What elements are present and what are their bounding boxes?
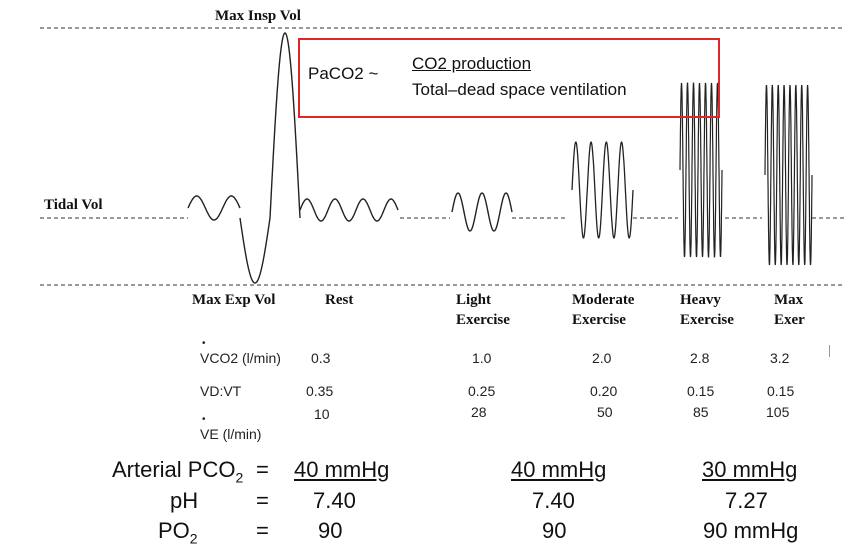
max-exp-vol-label: Max Exp Vol — [192, 292, 276, 308]
ve-heavy: 85 — [693, 404, 709, 420]
rest-wave-right — [299, 198, 399, 222]
col-heavy-2: Exercise — [680, 312, 734, 328]
po2-moderate: 90 — [542, 518, 567, 543]
pco2-eq: = — [256, 457, 269, 482]
col-rest-1: Rest — [325, 292, 354, 308]
pco2-label-main: Arterial PCO — [112, 457, 236, 482]
pco2-max: 30 mmHg — [702, 457, 798, 482]
pco2-rest: 40 mmHg — [294, 457, 390, 482]
ph-moderate: 7.40 — [532, 488, 575, 513]
heavy-exercise-wave — [679, 82, 723, 258]
light-exercise-wave — [451, 192, 513, 232]
po2-label-main: PO — [158, 518, 190, 543]
vco2-moderate: 2.0 — [592, 350, 612, 366]
vdvt-moderate: 0.20 — [590, 383, 618, 399]
ve-light: 28 — [471, 404, 487, 420]
pco2-label: Arterial PCO2 — [112, 457, 243, 485]
po2-max: 90 mmHg — [703, 518, 799, 543]
vco2-max: 3.2 — [770, 350, 790, 366]
vdvt-heavy: 0.15 — [687, 383, 715, 399]
moderate-exercise-wave — [571, 141, 634, 239]
po2-rest: 90 — [318, 518, 343, 543]
vco2-rest: 0.3 — [311, 350, 331, 366]
po2-eq: = — [256, 518, 269, 543]
vital-capacity-wave — [239, 32, 301, 284]
vdvt-rest: 0.35 — [306, 383, 334, 399]
col-light-1: Light — [456, 292, 492, 308]
vdvt-max: 0.15 — [767, 383, 795, 399]
max-insp-vol-label: Max Insp Vol — [215, 8, 301, 24]
vco2-heavy: 2.8 — [690, 350, 710, 366]
ve-max: 105 — [766, 404, 790, 420]
formula-lhs: PaCO2 ~ — [308, 64, 379, 83]
ph-rest: 7.40 — [313, 488, 356, 513]
vco2-label: VCO2 (l/min) — [200, 338, 854, 366]
formula-numerator: CO2 production — [412, 54, 532, 73]
vdvt-label: VD:VT — [200, 383, 242, 399]
pco2-moderate: 40 mmHg — [511, 457, 607, 482]
cursor-mark — [829, 345, 830, 357]
col-heavy-1: Heavy — [680, 292, 721, 308]
col-moderate-2: Exercise — [572, 312, 626, 328]
col-light-2: Exercise — [456, 312, 510, 328]
formula-denominator: Total–dead space ventilation — [412, 80, 627, 99]
col-max-2: Exer — [774, 312, 805, 328]
max-exercise-wave — [764, 84, 813, 266]
formula-box — [298, 38, 720, 118]
ve-label: VE (l/min) — [200, 414, 854, 442]
tidal-vol-label: Tidal Vol — [44, 197, 103, 213]
col-max-1: Max — [774, 292, 804, 308]
wave-group — [187, 32, 813, 284]
po2-label: PO2 — [158, 518, 198, 546]
ve-rest: 10 — [314, 406, 330, 422]
pco2-label-sub: 2 — [235, 469, 244, 486]
ph-eq: = — [256, 488, 269, 513]
ph-max: 7.27 — [725, 488, 768, 513]
ph-label: pH — [170, 488, 199, 513]
rest-wave-left — [187, 195, 241, 221]
col-moderate-1: Moderate — [572, 292, 635, 308]
ve-moderate: 50 — [597, 404, 613, 420]
vdvt-light: 0.25 — [468, 383, 496, 399]
vco2-light: 1.0 — [472, 350, 492, 366]
po2-label-sub: 2 — [189, 530, 198, 547]
